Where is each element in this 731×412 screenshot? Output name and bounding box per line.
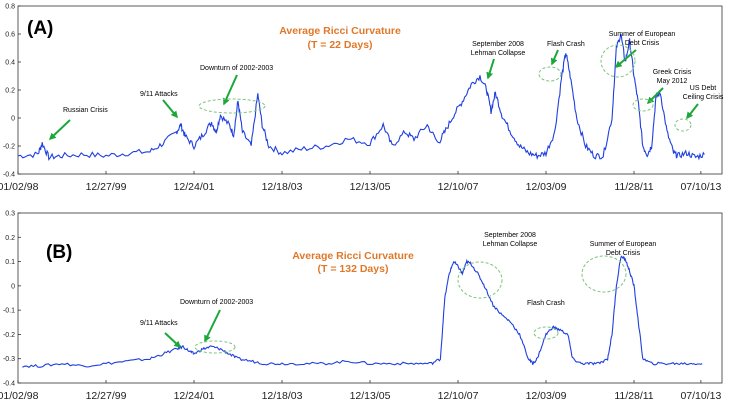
arrow-lehman-collapse <box>486 58 495 80</box>
annotation-flash-crash: Flash Crash <box>547 41 585 48</box>
panel-a-label: (A) <box>27 18 53 39</box>
panel-b-x-tick-label: 12/24/01 <box>174 390 215 402</box>
annotation-downturn-2002-2003: Downturn of 2002-2003 <box>200 65 273 72</box>
annotation-russian-crisis: Russian Crisis <box>63 107 108 114</box>
arrow-b-downturn-2002-2003 <box>204 309 221 343</box>
panel-b-y-tick-label: -0.2 <box>3 332 15 339</box>
annotation-european-debt-line2: Debt Crisis <box>625 40 660 47</box>
panel-b-x-tick-label: 12/18/03 <box>262 390 303 402</box>
annotation-b-sept-2008-line2: Lehman Collapse <box>483 241 538 248</box>
annotation-b-european-debt-line2: Debt Crisis <box>606 250 641 257</box>
panel-a-y-tick-label: 0.2 <box>5 88 15 95</box>
arrow-downturn-2002-2003 <box>223 74 238 106</box>
highlight-b-downturn-2002-2003 <box>194 340 236 354</box>
annotation-greek-crisis-line2: May 2012 <box>657 78 688 85</box>
panel-a-x-tick-label: 12/24/01 <box>174 181 215 193</box>
panel-a-x-tick-label: 07/10/13 <box>680 181 721 193</box>
panel-b-y-tick-label: 0.3 <box>5 211 15 218</box>
panel-a-x-tick-label: 12/13/05 <box>350 181 391 193</box>
panel-a-y-tick-label: 0.6 <box>5 32 15 39</box>
panel-b-x-tick-label: 01/02/98 <box>0 390 39 402</box>
highlight-greek-crisis <box>632 98 654 112</box>
panel-b-x-tick-label: 07/10/13 <box>680 390 721 402</box>
annotation-b-9-11-attacks: 9/11 Attacks <box>140 320 178 327</box>
highlight-flash-crash <box>538 66 562 82</box>
annotation-sept-2008-line2: Lehman Collapse <box>471 50 526 57</box>
panel-a-x-tick-label: 12/27/99 <box>86 181 127 193</box>
panel-a-y-tick-label: -0.4 <box>3 172 15 179</box>
panel-b-y-tick-label: 0.1 <box>5 259 15 266</box>
panel-a-x-tick-label: 12/10/07 <box>438 181 479 193</box>
panel-a-y-tick-label: 0.8 <box>5 4 15 11</box>
annotation-b-flash-crash: Flash Crash <box>527 300 565 307</box>
highlight-b-lehman-collapse <box>457 261 503 299</box>
highlight-european-debt <box>600 44 636 78</box>
panel-b-x-tick-label: 12/27/99 <box>86 390 127 402</box>
highlight-us-debt <box>674 118 692 132</box>
panel-b-label: (B) <box>46 242 72 263</box>
panel-b-title-line1: Average Ricci Curvature <box>292 250 414 262</box>
panel-b-title-line2: (T = 132 Days) <box>318 263 389 275</box>
highlight-downturn-2002-2003 <box>198 98 266 114</box>
annotation-9-11-attacks: 9/11 Attacks <box>140 91 178 98</box>
panel-a-x-axis: 01/02/98 12/27/99 12/24/01 12/18/03 12/13/05… <box>0 171 721 193</box>
annotation-greek-crisis-line1: Greek Crisis <box>653 69 692 76</box>
panel-b-y-tick-label: 0.2 <box>5 235 15 242</box>
panel-b-x-axis: 01/02/98 12/27/99 12/24/01 12/18/03 12/13/05… <box>0 380 721 402</box>
panel-b-y-tick-label: -0.3 <box>3 356 15 363</box>
annotation-sept-2008-line1: September 2008 <box>472 41 524 48</box>
panel-b-y-tick-label: -0.4 <box>3 381 15 388</box>
panel-a-y-tick-label: 0 <box>11 116 15 123</box>
panel-a-x-tick-label: 12/18/03 <box>262 181 303 193</box>
arrow-us-debt <box>686 103 699 120</box>
panel-a-chart: -0.4 -0.2 0 0.2 0.4 0.6 0.8 01/02/98 12/27/99 12… <box>0 4 724 194</box>
highlight-b-european-debt <box>581 255 627 293</box>
panel-b-y-tick-label: -0.1 <box>3 308 15 315</box>
annotation-b-sept-2008-line1: September 2008 <box>484 232 536 239</box>
arrow-b-9-11-attacks <box>164 332 182 349</box>
annotation-b-downturn-2002-2003: Downturn of 2002-2003 <box>180 299 253 306</box>
panel-a-x-tick-label: 12/03/09 <box>526 181 567 193</box>
highlight-b-flash-crash <box>533 326 559 340</box>
panel-b-x-tick-label: 12/03/09 <box>526 390 567 402</box>
annotation-us-debt-line1: US Debt <box>690 85 717 92</box>
panel-b-series-line <box>22 255 703 368</box>
panel-a-x-tick-label: 11/28/11 <box>614 181 653 193</box>
panel-b-y-axis: -0.4 -0.3 -0.2 -0.1 0 0.1 0.2 0.3 <box>3 211 21 388</box>
panel-b-x-tick-label: 12/13/05 <box>350 390 391 402</box>
arrow-9-11-attacks <box>162 99 178 119</box>
arrow-european-debt <box>614 49 637 68</box>
panel-b-x-tick-label: 12/10/07 <box>438 390 479 402</box>
panel-a-y-tick-label: 0.4 <box>5 60 15 67</box>
panel-a-title-line2: (T = 22 Days) <box>307 39 372 51</box>
annotation-european-debt-line1: Summer of European <box>609 31 676 38</box>
arrow-flash-crash <box>550 49 559 66</box>
panel-b-y-tick-label: 0 <box>11 283 15 290</box>
panel-b-x-tick-label: 11/28/11 <box>614 390 653 402</box>
panel-a-x-tick-label: 01/02/98 <box>0 181 39 193</box>
panel-b-chart: -0.4 -0.3 -0.2 -0.1 0 0.1 0.2 0.3 01/02/98 12/27… <box>0 211 723 402</box>
panel-a-y-tick-label: -0.2 <box>3 144 15 151</box>
panel-a-y-axis: -0.4 -0.2 0 0.2 0.4 0.6 0.8 <box>3 4 21 179</box>
panel-a-title-line1: Average Ricci Curvature <box>279 25 401 37</box>
annotation-b-european-debt-line1: Summer of European <box>590 241 657 248</box>
arrow-russian-crisis <box>48 119 71 141</box>
annotation-us-debt-line2: Ceiling Crisis <box>683 94 724 101</box>
panel-b-frame <box>17 212 723 384</box>
